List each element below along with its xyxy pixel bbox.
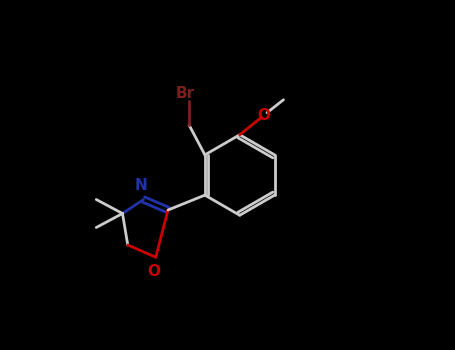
Text: O: O — [147, 264, 161, 279]
Text: Br: Br — [176, 86, 195, 101]
Text: O: O — [258, 108, 271, 123]
Text: N: N — [134, 178, 147, 193]
